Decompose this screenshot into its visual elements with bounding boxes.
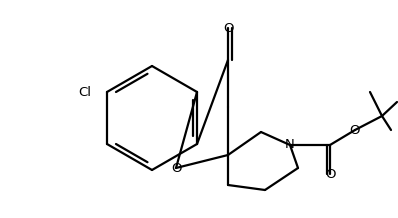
Text: O: O	[350, 124, 360, 136]
Text: O: O	[171, 162, 181, 174]
Text: Cl: Cl	[78, 85, 91, 99]
Text: O: O	[325, 167, 335, 181]
Text: O: O	[223, 22, 233, 34]
Text: N: N	[285, 138, 295, 152]
